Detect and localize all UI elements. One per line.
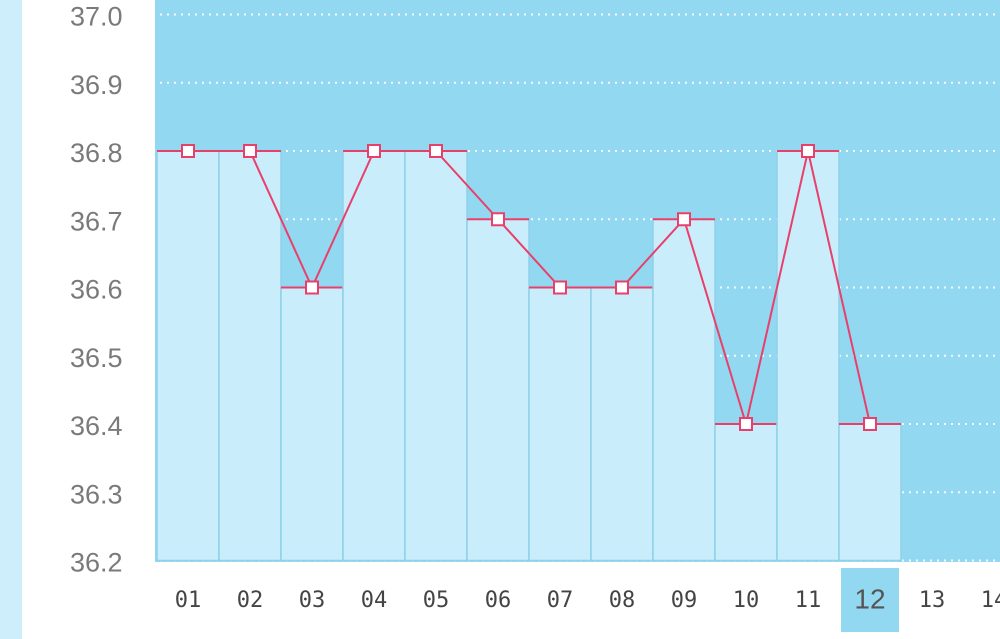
x-tick-label: 06 [485,588,512,613]
x-tick-label: 09 [671,588,698,613]
marker [243,144,257,158]
marker [491,212,505,227]
bar [776,150,840,562]
x-tick-label: 07 [547,588,574,613]
y-tick-label: 36.8 [70,138,123,168]
x-tick-label: 10 [733,588,760,613]
marker [863,417,877,431]
x-tick-label: 01 [175,588,202,613]
y-tick-label: 36.6 [70,275,123,305]
y-tick-label: 36.9 [70,70,123,100]
bar [714,423,778,562]
y-tick-label: 36.7 [70,206,123,236]
marker [739,417,753,431]
bar [590,286,654,562]
x-tick-label: 02 [237,588,264,613]
marker [367,144,381,158]
bar [342,150,406,562]
y-tick-label: 36.5 [70,343,123,373]
marker [677,212,691,227]
bar [280,286,344,562]
bar [404,150,468,562]
y-tick-label: 37.0 [70,2,123,32]
x-tick-label: 03 [299,588,326,613]
marker [181,144,195,158]
marker [305,280,319,295]
side-strip [0,0,22,639]
marker [429,144,443,158]
y-tick-label: 36.4 [70,411,123,441]
x-tick-label: 13 [919,588,946,613]
y-tick-label: 36.3 [70,479,123,509]
x-tick-label: 08 [609,588,636,613]
x-tick-label: 14 [981,588,1000,613]
bar [218,150,282,562]
highlight-box [841,568,899,632]
bar [838,423,902,562]
bar [466,218,530,562]
x-tick-label: 04 [361,588,388,613]
marker [801,144,815,158]
bar [528,286,592,562]
x-tick-label: 11 [795,588,822,613]
x-tick-label: 12 [854,583,885,614]
line [188,150,871,428]
x-tick-label: 05 [423,588,450,613]
y-tick-label: 36.2 [70,548,123,578]
bar [652,218,716,562]
marker [553,280,567,295]
bar [156,150,220,562]
marker [615,280,629,295]
